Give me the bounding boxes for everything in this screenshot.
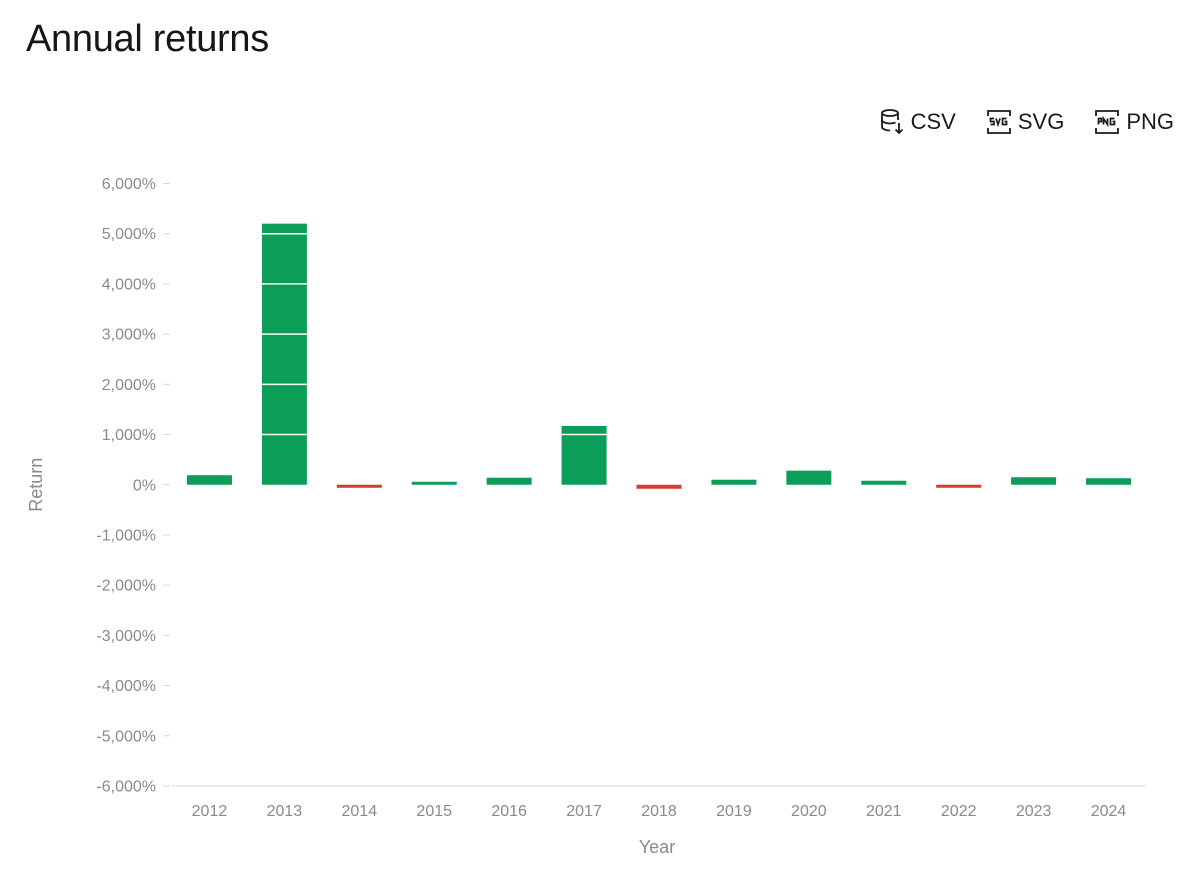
bar-2016: [486, 477, 532, 485]
bar-2022: [936, 484, 982, 488]
bar-2024: [1086, 478, 1132, 485]
x-tick-label: 2019: [716, 803, 752, 820]
bar-2015: [411, 481, 457, 485]
bar-2018: [636, 484, 682, 489]
y-tick-label: -2,000%: [96, 578, 156, 595]
x-tick-label: 2015: [416, 803, 452, 820]
bar-2023: [1011, 477, 1057, 485]
x-tick-label: 2017: [566, 803, 602, 820]
y-axis-title: Return: [26, 458, 46, 512]
bar-2013: [261, 223, 307, 485]
bar-2014: [336, 484, 382, 488]
x-tick-label: 2016: [491, 803, 527, 820]
y-tick-label: 0%: [133, 477, 156, 494]
export-csv-button[interactable]: CSV: [879, 108, 956, 136]
y-tick-label: 6,000%: [102, 176, 156, 193]
y-tick-label: -3,000%: [96, 628, 156, 645]
database-download-icon: [879, 108, 905, 136]
export-toolbar: CSV SVG PNG: [879, 108, 1174, 136]
x-tick-label: 2012: [192, 803, 228, 820]
x-tick-label: 2021: [866, 803, 902, 820]
page-title: Annual returns: [26, 18, 269, 60]
bar-2019: [711, 479, 757, 485]
x-tick-label: 2014: [342, 803, 378, 820]
bar-2012: [186, 475, 232, 485]
png-file-icon: [1094, 109, 1120, 135]
export-png-button[interactable]: PNG: [1094, 109, 1174, 135]
bar-2017: [561, 426, 607, 485]
y-tick-label: -4,000%: [96, 678, 156, 695]
x-tick-label: 2018: [641, 803, 677, 820]
x-tick-label: 2022: [941, 803, 977, 820]
svg-file-icon: [986, 109, 1012, 135]
x-tick-label: 2024: [1091, 803, 1127, 820]
y-tick-label: 2,000%: [102, 377, 156, 394]
y-tick-label: 5,000%: [102, 226, 156, 243]
x-tick-label: 2013: [267, 803, 303, 820]
y-tick-label: 4,000%: [102, 276, 156, 293]
export-svg-button[interactable]: SVG: [986, 109, 1064, 135]
bar-2020: [786, 470, 832, 485]
y-tick-label: -5,000%: [96, 728, 156, 745]
y-tick-label: 3,000%: [102, 327, 156, 344]
y-tick-label: -1,000%: [96, 527, 156, 544]
export-svg-label: SVG: [1017, 109, 1065, 134]
annual-returns-chart: 6,000% 5,000% 4,000% 3,000% 2,000% 1,000% 0% -1…: [26, 176, 1146, 857]
export-png-label: PNG: [1126, 109, 1174, 134]
x-axis-title: Year: [639, 837, 675, 857]
y-tick-label: 1,000%: [102, 427, 156, 444]
export-csv-label: CSV: [910, 109, 956, 134]
x-tick-label: 2020: [791, 803, 827, 820]
y-tick-label: -6,000%: [96, 779, 156, 796]
bar-2021: [861, 480, 907, 485]
x-tick-label: 2023: [1016, 803, 1052, 820]
